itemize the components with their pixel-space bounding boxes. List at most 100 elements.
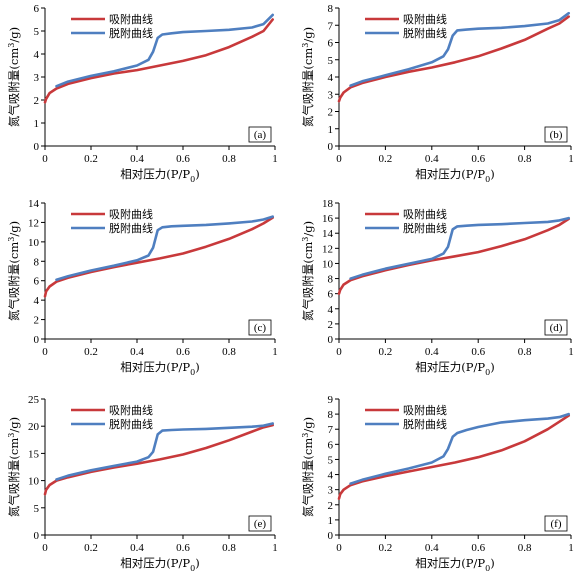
x-axis-title-tail: )	[490, 360, 495, 374]
x-axis-title-sub: 0	[190, 564, 195, 573]
y-tick-label: 3	[34, 72, 40, 84]
x-axis-title-tail: )	[195, 556, 200, 570]
x-tick-label: 0.8	[222, 542, 236, 554]
y-tick-label: 25	[28, 394, 40, 406]
x-axis-title: 相对压力(P/P0)	[415, 167, 494, 184]
y-axis-title-main: 氮气吸附量(cm	[7, 48, 21, 127]
x-tick-label: 0.2	[379, 153, 393, 165]
x-axis-title-main: 相对压力(P/P	[415, 167, 485, 181]
x-axis-title-sub: 0	[190, 175, 195, 184]
x-axis-title-main: 相对压力(P/P	[120, 360, 190, 374]
y-tick-label: 12	[322, 243, 333, 255]
x-axis-title-sub: 0	[485, 564, 490, 573]
x-axis-title: 相对压力(P/P0)	[120, 167, 199, 184]
legend-label: 吸附曲线	[403, 207, 447, 221]
y-tick-label: 0	[328, 530, 334, 542]
y-axis-title: 氮气吸附量(cm3/g)	[7, 221, 21, 321]
y-tick-label: 5	[328, 454, 334, 466]
legend-label: 吸附曲线	[403, 403, 447, 417]
x-axis-title-sub: 0	[485, 175, 490, 184]
panel-label: (a)	[254, 129, 267, 141]
x-tick-label: 0	[42, 346, 48, 358]
legend-label: 脱附曲线	[109, 26, 153, 40]
y-axis-title-tail: /g)	[301, 27, 315, 43]
panel-label: (d)	[550, 322, 563, 334]
y-tick-label: 1	[328, 515, 334, 527]
y-axis-title-main: 氮气吸附量(cm	[7, 438, 21, 517]
x-axis-title-sub: 0	[190, 368, 195, 377]
desorption-curve	[349, 412, 571, 485]
x-tick-label: 1	[568, 346, 574, 358]
y-axis-title: 氮气吸附量(cm3/g)	[301, 417, 315, 517]
x-tick-label: 0.2	[84, 542, 98, 554]
legend-label: 脱附曲线	[403, 26, 447, 40]
x-tick-label: 0.6	[176, 542, 190, 554]
y-tick-label: 15	[28, 448, 40, 460]
x-tick-label: 1	[272, 153, 278, 165]
y-axis-title-sup: 3	[7, 433, 16, 438]
legend-label: 吸附曲线	[109, 12, 153, 26]
panel-label-box	[544, 515, 568, 532]
y-axis-title-sup: 3	[301, 433, 310, 438]
x-tick-label: 0.6	[471, 542, 485, 554]
x-tick-label: 0	[336, 346, 342, 358]
panel-label: (e)	[254, 518, 267, 530]
desorption-curve	[55, 422, 275, 481]
y-tick-label: 20	[28, 421, 40, 433]
y-tick-label: 2	[34, 315, 40, 327]
panel-label-box	[248, 126, 272, 143]
panel-label-box	[544, 126, 568, 143]
y-tick-label: 0	[34, 334, 40, 346]
y-tick-label: 0	[34, 530, 40, 542]
y-axis-title: 氮气吸附量(cm3/g)	[7, 27, 21, 127]
x-axis-title-tail: )	[490, 556, 495, 570]
adsorption-curve	[337, 15, 571, 103]
desorption-curve	[55, 13, 275, 88]
y-tick-label: 14	[28, 198, 40, 210]
y-axis-title-tail: /g)	[7, 27, 21, 43]
legend-label: 吸附曲线	[109, 207, 153, 221]
x-axis-title-main: 相对压力(P/P	[415, 360, 485, 374]
y-tick-label: 4	[328, 72, 334, 84]
y-tick-label: 6	[328, 38, 334, 50]
y-axis-title-tail: /g)	[301, 417, 315, 433]
x-tick-label: 0.6	[471, 153, 485, 165]
x-tick-label: 0.4	[425, 346, 439, 358]
chart-panel-3: 0 2 4 6 8 10 12 14 16 18 0 0.2 0.4 0.6 0.8 1 氮气吸附量(cm3/g…	[301, 198, 574, 377]
x-tick-label: 0.4	[425, 153, 439, 165]
x-tick-label: 1	[568, 153, 574, 165]
y-tick-label: 18	[322, 198, 334, 210]
y-axis-title-tail: /g)	[301, 221, 315, 237]
x-tick-label: 0.8	[222, 346, 236, 358]
y-tick-label: 6	[34, 3, 40, 15]
y-tick-label: 2	[34, 95, 40, 107]
x-tick-label: 0.6	[471, 346, 485, 358]
y-tick-label: 1	[328, 124, 334, 136]
x-tick-label: 0.6	[176, 153, 190, 165]
legend-label: 脱附曲线	[109, 417, 153, 431]
x-axis-title-tail: )	[195, 167, 200, 181]
chart-panel-4: 0 5 10 15 20 25 0 0.2 0.4 0.6 0.8 1 氮气吸附量(cm3/g) 相对压力…	[7, 394, 278, 573]
x-tick-label: 0.8	[222, 153, 236, 165]
x-axis-title-sub: 0	[485, 368, 490, 377]
x-tick-label: 0.8	[518, 542, 532, 554]
adsorption-curve	[43, 423, 275, 496]
x-tick-label: 0.4	[425, 542, 439, 554]
panel-label: (b)	[550, 129, 563, 141]
y-axis-title-tail: /g)	[7, 221, 21, 237]
y-axis-title-sup: 3	[301, 237, 310, 242]
y-tick-label: 3	[328, 89, 334, 101]
x-tick-label: 0.4	[130, 542, 144, 554]
y-tick-label: 10	[322, 258, 334, 270]
y-tick-label: 1	[34, 118, 40, 130]
desorption-curve	[349, 216, 571, 280]
legend-label: 脱附曲线	[109, 221, 153, 235]
y-tick-label: 10	[28, 237, 40, 249]
y-tick-label: 4	[34, 295, 40, 307]
legend-label: 脱附曲线	[403, 221, 447, 235]
y-axis-title-main: 氮气吸附量(cm	[301, 242, 315, 321]
panel-label-box	[544, 319, 568, 336]
y-tick-label: 2	[328, 500, 334, 512]
